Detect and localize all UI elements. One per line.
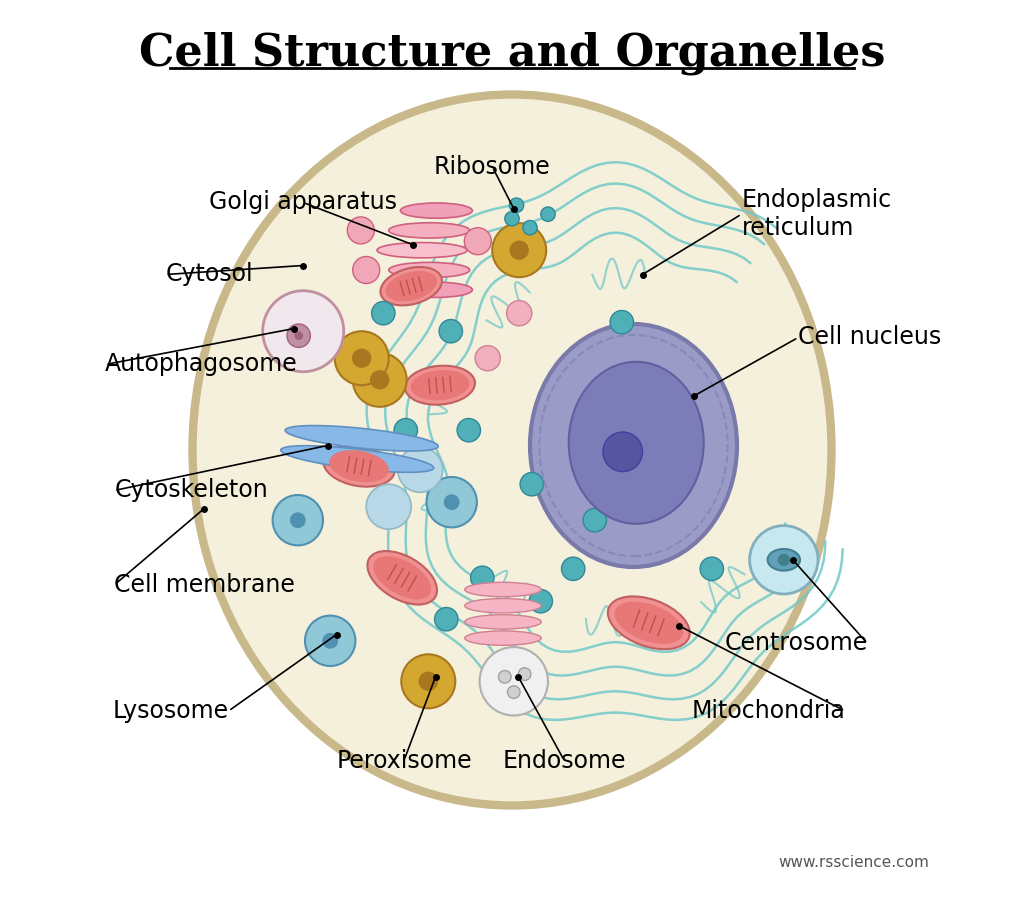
Ellipse shape <box>193 94 831 806</box>
Ellipse shape <box>457 418 480 442</box>
Text: Endosome: Endosome <box>503 749 626 772</box>
Ellipse shape <box>583 508 606 532</box>
Ellipse shape <box>411 370 469 400</box>
Ellipse shape <box>750 526 818 594</box>
Ellipse shape <box>465 615 542 629</box>
Ellipse shape <box>608 597 690 649</box>
Ellipse shape <box>603 432 642 472</box>
Ellipse shape <box>372 302 395 325</box>
Ellipse shape <box>427 477 477 527</box>
Text: Cell membrane: Cell membrane <box>115 573 295 597</box>
Ellipse shape <box>295 332 302 339</box>
Ellipse shape <box>381 267 442 305</box>
Ellipse shape <box>335 331 389 385</box>
Ellipse shape <box>510 241 528 259</box>
Ellipse shape <box>281 446 434 472</box>
Ellipse shape <box>778 554 790 565</box>
Text: Ribosome: Ribosome <box>434 155 551 178</box>
Ellipse shape <box>614 602 683 644</box>
Ellipse shape <box>400 202 472 219</box>
Ellipse shape <box>394 418 418 442</box>
Text: Endoplasmic
reticulum: Endoplasmic reticulum <box>741 188 892 240</box>
Ellipse shape <box>493 223 546 277</box>
Ellipse shape <box>475 346 501 371</box>
Ellipse shape <box>373 556 431 599</box>
Ellipse shape <box>444 495 459 509</box>
Ellipse shape <box>471 566 494 590</box>
Ellipse shape <box>371 371 389 389</box>
Ellipse shape <box>700 557 724 580</box>
Ellipse shape <box>287 324 310 347</box>
Ellipse shape <box>400 283 472 297</box>
Ellipse shape <box>465 598 542 613</box>
Text: Cell nucleus: Cell nucleus <box>798 326 941 349</box>
Ellipse shape <box>465 582 542 597</box>
Ellipse shape <box>401 654 456 708</box>
Ellipse shape <box>518 668 530 680</box>
Text: Cytoskeleton: Cytoskeleton <box>115 479 268 502</box>
Ellipse shape <box>419 672 437 690</box>
Ellipse shape <box>509 198 523 212</box>
Ellipse shape <box>479 647 548 716</box>
Ellipse shape <box>367 484 412 529</box>
Ellipse shape <box>406 365 475 405</box>
Text: Golgi apparatus: Golgi apparatus <box>209 191 397 214</box>
Ellipse shape <box>561 557 585 580</box>
Ellipse shape <box>610 310 634 334</box>
Ellipse shape <box>464 228 492 255</box>
Text: www.rsscience.com: www.rsscience.com <box>778 855 930 869</box>
Ellipse shape <box>465 631 542 645</box>
Ellipse shape <box>434 608 458 631</box>
Ellipse shape <box>291 513 305 527</box>
Ellipse shape <box>530 324 737 567</box>
Ellipse shape <box>389 223 470 238</box>
Ellipse shape <box>505 212 519 226</box>
Text: Lysosome: Lysosome <box>113 699 228 723</box>
Ellipse shape <box>263 291 344 372</box>
Ellipse shape <box>352 353 407 407</box>
Ellipse shape <box>329 450 389 482</box>
Ellipse shape <box>507 301 531 326</box>
Ellipse shape <box>523 220 538 235</box>
Ellipse shape <box>541 207 555 221</box>
Ellipse shape <box>499 670 511 683</box>
Text: Cell Structure and Organelles: Cell Structure and Organelles <box>138 32 886 75</box>
Ellipse shape <box>389 263 470 278</box>
Ellipse shape <box>768 549 800 571</box>
Ellipse shape <box>324 446 394 487</box>
Ellipse shape <box>323 634 337 648</box>
Text: Cytosol: Cytosol <box>166 263 253 286</box>
Text: Autophagosome: Autophagosome <box>105 353 298 376</box>
Ellipse shape <box>529 590 553 613</box>
Ellipse shape <box>439 320 463 343</box>
Ellipse shape <box>352 256 380 284</box>
Ellipse shape <box>508 686 520 698</box>
Ellipse shape <box>272 495 323 545</box>
Text: Peroxisome: Peroxisome <box>336 749 472 772</box>
Ellipse shape <box>352 349 371 367</box>
Ellipse shape <box>520 472 544 496</box>
Ellipse shape <box>305 616 355 666</box>
Text: Centrosome: Centrosome <box>724 632 867 655</box>
Ellipse shape <box>368 551 437 605</box>
Ellipse shape <box>568 362 703 524</box>
Ellipse shape <box>347 217 375 244</box>
Text: Mitochondria: Mitochondria <box>691 699 845 723</box>
Ellipse shape <box>286 426 438 451</box>
Ellipse shape <box>377 243 467 257</box>
Ellipse shape <box>385 271 437 302</box>
Ellipse shape <box>397 447 442 492</box>
